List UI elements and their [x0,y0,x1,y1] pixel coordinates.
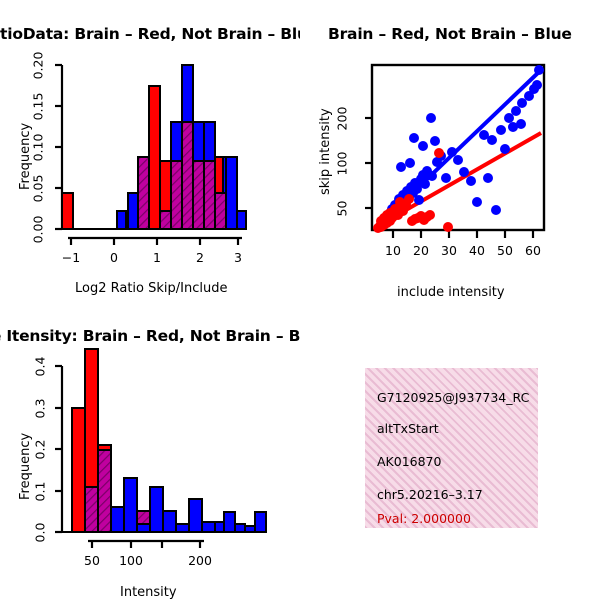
info-probe-id: G7120925@J937734_RC [377,390,530,405]
scatter-xtick-0: 10 [385,243,401,258]
intensity-histogram-xlabel: Intensity [120,585,177,600]
scatter-xtick-3: 40 [469,243,485,258]
ratio-ytick-0: 0.00 [30,215,46,244]
intensity-bars-not-brain [110,477,267,533]
scatter-points-brain [373,148,453,233]
intensity-histogram-ylabel: Frequency [18,432,33,500]
scatter-y-ticks [365,116,372,210]
intensity-ytick-1: 0.1 [32,481,48,502]
intensity-y-axis [55,364,64,534]
scatter-ytick-1: 100 [334,151,350,176]
scatter-title: Brain – Red, Not Brain – Blue [328,25,572,43]
scatter-xtick-1: 20 [413,243,429,258]
ratio-ytick-1: 0.05 [30,174,46,203]
ratio-ytick-2: 0.10 [30,133,46,162]
intensity-ytick-4: 0.4 [32,356,48,377]
ratio-bars-front-red [148,85,224,230]
ratio-xtick-2: 1 [153,250,161,265]
info-pval: Pval: 2.000000 [377,511,471,526]
ratio-histogram-title: RatioData: Brain – Red, Not Brain – Blu [0,25,300,43]
ratio-ytick-4: 0.20 [30,51,46,80]
panel-intensity-scatter: Brain – Red, Not Brain – Blue skip inten… [300,0,600,310]
intensity-xtick-3: 200 [188,553,212,568]
event-info-box [365,368,538,528]
scatter-xtick-2: 30 [441,243,457,258]
panel-intensity-histogram: ne Itensity: Brain – Red, Not Brain – B … [0,300,300,600]
intensity-ytick-3: 0.3 [32,398,48,419]
scatter-xtick-5: 60 [525,243,541,258]
intensity-ytick-2: 0.2 [32,439,48,460]
scatter-ytick-0: 50 [334,200,350,217]
scatter-ylabel: skip intensity [318,108,333,195]
intensity-xtick-1: 100 [119,553,143,568]
intensity-x-axis [88,539,204,548]
ratio-xtick-1: 0 [110,250,118,265]
intensity-xtick-0: 50 [84,553,100,568]
scatter-xlabel: include intensity [397,285,505,300]
info-accession: AK016870 [377,454,442,469]
ratio-histogram-svg [55,63,247,245]
ratio-xtick-3: 2 [196,250,204,265]
ratio-xtick-0: −1 [61,250,81,265]
info-coordinates: chr5.20216–3.17 [377,487,483,502]
scatter-svg [365,63,546,238]
ratio-ytick-3: 0.15 [30,92,46,121]
ratio-histogram-xlabel: Log2 Ratio Skip/Include [75,281,228,296]
ratio-xtick-4: 3 [234,250,242,265]
intensity-histogram-svg [55,348,267,548]
panel-ratio-histogram: RatioData: Brain – Red, Not Brain – Blu … [0,0,300,310]
scatter-xtick-4: 50 [497,243,513,258]
intensity-ytick-0: 0.0 [32,522,48,543]
info-event-type: altTxStart [377,421,439,436]
ratio-y-axis [55,63,64,231]
scatter-x-ticks [391,230,535,238]
intensity-histogram-title: ne Itensity: Brain – Red, Not Brain – B [0,327,300,345]
scatter-ytick-2: 200 [334,106,350,131]
ratio-x-axis [68,236,242,245]
